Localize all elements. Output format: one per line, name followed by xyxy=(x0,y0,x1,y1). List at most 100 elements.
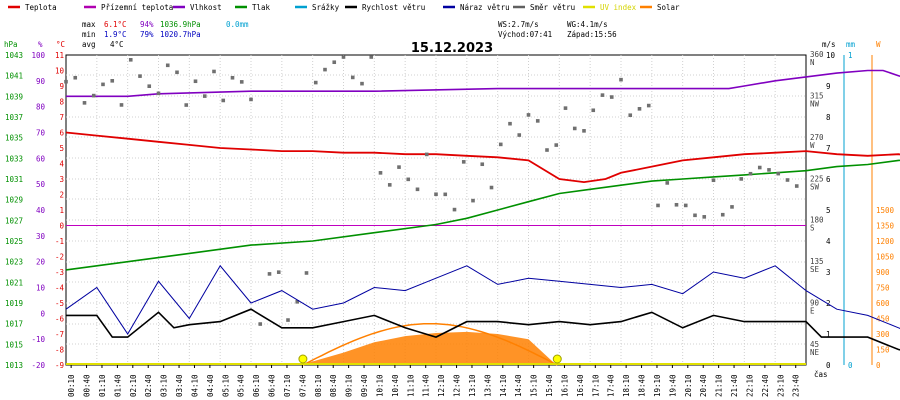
wind-direction-point xyxy=(508,121,512,126)
time-tick-29: 14:40 xyxy=(514,374,523,397)
wind-direction-point xyxy=(711,178,716,183)
wind-direction-point xyxy=(748,171,753,176)
wind-direction-point xyxy=(683,203,688,208)
pct-tick-0: 100 xyxy=(31,51,45,60)
wind-gust-line xyxy=(65,264,900,335)
wind-direction-point xyxy=(156,91,161,96)
dir-deg-0: 360 xyxy=(810,50,824,59)
pct-tick-6: 40 xyxy=(36,206,46,215)
w-tick-5: 750 xyxy=(876,284,890,293)
pct-axis-unit: % xyxy=(38,40,43,49)
degc-tick-15: -4 xyxy=(55,284,65,293)
time-tick-40: 20:10 xyxy=(684,374,693,397)
dir-deg-5: 135 xyxy=(810,257,824,266)
degc-tick-16: -5 xyxy=(55,299,64,308)
degc-tick-1: 10 xyxy=(55,67,65,76)
hpa-tick-10: 1023 xyxy=(5,258,23,267)
hpa-tick-7: 1029 xyxy=(5,196,23,205)
degc-tick-5: 6 xyxy=(59,129,64,138)
dir-deg-4: 180 xyxy=(810,216,824,225)
wind-direction-point xyxy=(91,93,96,98)
marks xyxy=(64,55,900,366)
wind-direction-point xyxy=(128,58,133,62)
wind-speed-line xyxy=(66,308,900,351)
wind-direction-point xyxy=(665,181,670,185)
w-tick-1: 1350 xyxy=(876,222,895,231)
time-tick-4: 02:10 xyxy=(129,374,138,397)
degc-tick-8: 3 xyxy=(59,175,64,184)
w-tick-4: 900 xyxy=(876,268,890,277)
wind-direction-point xyxy=(591,108,596,113)
legend-label-7: Směr větru xyxy=(530,3,575,12)
humidity-line xyxy=(66,69,900,98)
wind-direction-point xyxy=(794,184,799,188)
time-tick-45: 22:40 xyxy=(761,374,770,397)
pct-tick-12: -20 xyxy=(31,361,45,370)
time-axis-label: čas xyxy=(814,370,828,379)
dir-deg-2: 270 xyxy=(810,133,824,142)
time-tick-24: 12:10 xyxy=(437,374,446,397)
wind-direction-point xyxy=(295,300,300,304)
wind-direction-point xyxy=(471,198,475,203)
dir-name-6: E xyxy=(810,307,815,316)
dir-deg-1: 315 xyxy=(810,91,824,100)
hpa-tick-5: 1033 xyxy=(5,154,23,163)
wind-direction-point xyxy=(332,60,337,65)
solar-area xyxy=(66,331,806,365)
ms-tick-3: 7 xyxy=(826,144,831,153)
wind-direction-point xyxy=(147,84,152,88)
pressure-line xyxy=(65,159,900,271)
stats-max-label: max xyxy=(82,20,96,29)
w-tick-0: 1500 xyxy=(876,206,895,215)
dir-name-7: NE xyxy=(810,348,820,357)
time-tick-16: 08:10 xyxy=(314,374,323,397)
wind-direction-point xyxy=(258,322,263,326)
wind-direction-point xyxy=(230,75,235,80)
stats-avg-label: avg xyxy=(82,40,96,49)
time-tick-28: 14:10 xyxy=(499,374,508,397)
temperature-line xyxy=(65,131,900,184)
info-wg: WG:4.1m/s xyxy=(567,20,608,29)
mm-tick-0: 1 xyxy=(848,51,853,60)
wind-direction-point xyxy=(739,177,744,181)
ms-tick-10: 0 xyxy=(826,361,831,370)
hpa-tick-3: 1037 xyxy=(5,113,23,122)
solar-theoretical-arc xyxy=(302,322,558,366)
ms-tick-5: 5 xyxy=(826,206,831,215)
time-tick-17: 08:40 xyxy=(329,374,338,397)
time-tick-22: 11:10 xyxy=(406,374,415,397)
wind-direction-point xyxy=(73,75,78,80)
ms-tick-6: 4 xyxy=(826,237,831,246)
wind-direction-point xyxy=(239,80,244,84)
w-tick-7: 450 xyxy=(876,315,890,324)
stats-max-press: 1036.9hPa xyxy=(160,20,201,29)
wind-direction-point xyxy=(767,168,771,172)
wind-direction-point xyxy=(554,143,559,147)
wind-direction-point xyxy=(350,75,355,80)
hpa-tick-6: 1031 xyxy=(5,175,23,184)
time-tick-2: 01:10 xyxy=(98,374,107,397)
time-tick-6: 03:10 xyxy=(160,374,169,397)
time-tick-21: 10:40 xyxy=(391,374,400,397)
stats-min-label: min xyxy=(82,30,96,39)
ms-axis-unit: m/s xyxy=(822,40,836,49)
wind-direction-point xyxy=(693,213,697,218)
time-tick-26: 13:10 xyxy=(468,374,477,397)
dir-name-0: N xyxy=(810,58,815,67)
wind-direction-point xyxy=(480,162,485,167)
time-tick-3: 01:40 xyxy=(113,374,122,397)
hpa-tick-2: 1039 xyxy=(5,92,23,101)
stats-max-rain: 0.0mm xyxy=(226,20,249,29)
info-sunset: Západ:15:56 xyxy=(567,30,617,39)
degc-tick-20: -9 xyxy=(55,361,64,370)
ms-tick-0: 10 xyxy=(826,51,836,60)
wind-direction-point xyxy=(424,152,429,157)
ms-tick-2: 8 xyxy=(826,113,831,122)
ms-tick-4: 6 xyxy=(826,175,831,184)
wind-direction-point xyxy=(702,215,707,219)
legend: Teplota Přízemní teplota Vlhkost Tlak Srážky… xyxy=(8,3,680,12)
wind-direction-point xyxy=(110,79,115,83)
wind-direction-point xyxy=(202,94,207,98)
time-tick-18: 09:10 xyxy=(345,374,354,397)
wind-direction-point xyxy=(656,203,660,208)
